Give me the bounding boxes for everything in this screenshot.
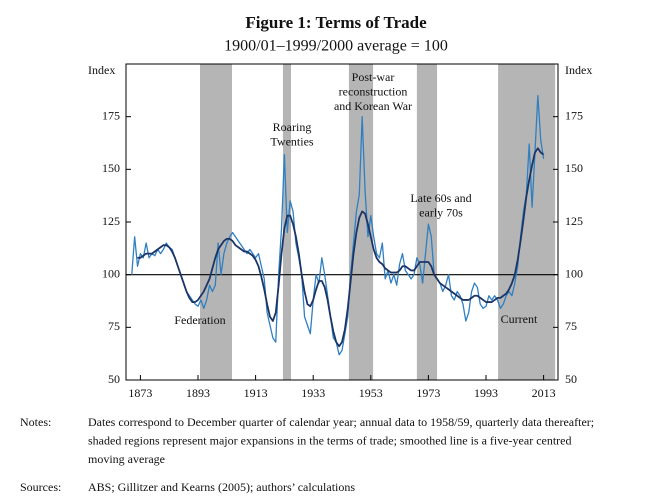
note-line: Dates correspond to December quarter of … bbox=[88, 415, 594, 429]
plot-frame bbox=[125, 63, 559, 381]
y-tick-label: 100 bbox=[102, 266, 120, 280]
annotation: Current bbox=[501, 312, 538, 326]
shaded-region bbox=[348, 64, 374, 380]
shaded-region bbox=[416, 64, 438, 380]
note-line: shaded regions represent major expansion… bbox=[88, 433, 572, 447]
x-tick-label: 1893 bbox=[186, 386, 210, 400]
y2-axis-label: Index bbox=[565, 63, 592, 77]
sources: ABS; Gillitzer and Kearns (2005); author… bbox=[88, 480, 355, 494]
annotation: early 70s bbox=[419, 205, 463, 219]
y2-tick-label: 150 bbox=[565, 161, 583, 175]
chart-subtitle: 1900/01–1999/2000 average = 100 bbox=[224, 38, 448, 55]
x-tick-label: 1933 bbox=[301, 386, 325, 400]
chart-title: Figure 1: Terms of Trade bbox=[245, 13, 427, 32]
annotation: Late 60s and bbox=[410, 191, 471, 205]
annotation: Twenties bbox=[270, 134, 313, 148]
y-axis-label: Index bbox=[88, 63, 115, 77]
annotation: Roaring bbox=[273, 120, 312, 134]
y-tick-label: 75 bbox=[108, 319, 120, 333]
shaded-region bbox=[498, 64, 556, 380]
y2-tick-label: 125 bbox=[565, 214, 583, 228]
y2-tick-label: 100 bbox=[565, 266, 583, 280]
notes-label: Notes: bbox=[20, 415, 51, 429]
x-tick-label: 1953 bbox=[359, 386, 383, 400]
x-tick-label: 1993 bbox=[474, 386, 498, 400]
x-tick-label: 1873 bbox=[128, 386, 152, 400]
annotation: Post-war bbox=[352, 70, 395, 84]
y2-tick-label: 50 bbox=[565, 372, 577, 386]
y-tick-label: 50 bbox=[108, 372, 120, 386]
y-tick-label: 150 bbox=[102, 161, 120, 175]
note-line: moving average bbox=[88, 452, 165, 466]
annotation: Federation bbox=[174, 313, 225, 327]
series-line bbox=[137, 147, 545, 348]
annotation: and Korean War bbox=[334, 99, 412, 113]
x-tick-label: 1913 bbox=[244, 386, 268, 400]
x-tick-label: 2013 bbox=[532, 386, 556, 400]
y-tick-label: 175 bbox=[102, 108, 120, 122]
shaded-region bbox=[200, 64, 232, 380]
x-tick-label: 1973 bbox=[416, 386, 440, 400]
y2-tick-label: 75 bbox=[565, 319, 577, 333]
annotation: reconstruction bbox=[339, 84, 408, 98]
series-line bbox=[131, 94, 545, 356]
sources-label: Sources: bbox=[20, 480, 61, 494]
y2-tick-label: 175 bbox=[565, 108, 583, 122]
y-tick-label: 125 bbox=[102, 214, 120, 228]
